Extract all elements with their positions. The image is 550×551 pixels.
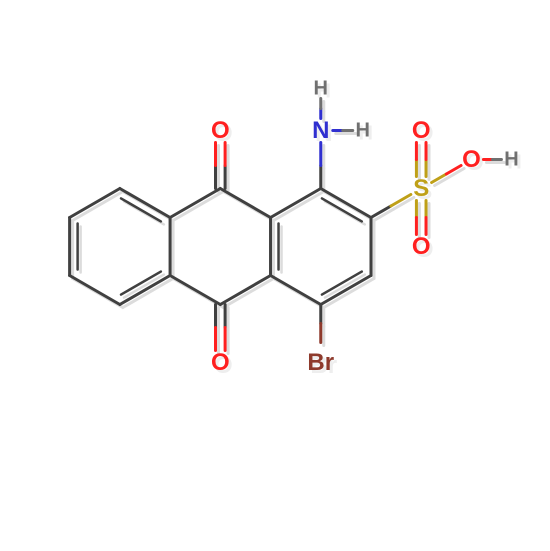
o-atom-label: O [462, 146, 481, 173]
o-atom-label: O [412, 233, 431, 260]
s-atom-label: S [413, 175, 429, 202]
h-atom-label: H [314, 78, 328, 100]
br-atom-label: Br [307, 349, 334, 376]
molecule-diagram: OONHHBrSOOOHOONHHBrSOOOH [0, 0, 550, 551]
o-atom-label: O [412, 117, 431, 144]
o-atom-label: O [211, 349, 230, 376]
h-atom-label: H [356, 120, 370, 142]
n-atom-label: N [312, 117, 329, 144]
h-atom-label: H [504, 149, 518, 171]
o-atom-label: O [211, 117, 230, 144]
